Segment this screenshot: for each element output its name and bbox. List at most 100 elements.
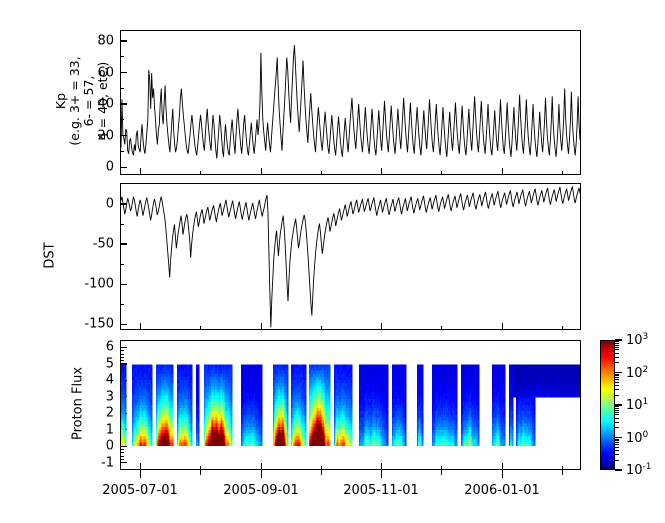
heatmap-cell — [245, 420, 247, 425]
heatmap-cell — [365, 392, 367, 397]
heatmap-cell — [344, 426, 346, 431]
heatmap-cell — [276, 383, 278, 388]
heatmap-cell — [189, 376, 191, 381]
heatmap-cell — [198, 386, 200, 391]
heatmap-cell — [318, 423, 320, 428]
heatmap-cell — [206, 423, 208, 428]
heatmap-cell — [344, 401, 346, 406]
heatmap-cell — [133, 405, 135, 409]
heatmap-cell — [143, 370, 145, 375]
heatmap-cell — [254, 411, 256, 416]
heatmap-cell — [252, 423, 254, 428]
heatmap-cell — [220, 376, 222, 381]
heatmap-cell — [214, 380, 216, 384]
heatmap-cell — [316, 405, 318, 409]
heatmap-cell — [164, 367, 166, 372]
heatmap-cell — [218, 433, 220, 437]
heatmap-cell — [294, 429, 296, 434]
heatmap-cell — [151, 392, 153, 397]
heatmap-cell — [159, 401, 161, 406]
heatmap-cell — [181, 376, 183, 381]
heatmap-cell — [278, 398, 280, 403]
heatmap-cell — [361, 364, 363, 369]
heatmap-cell — [160, 417, 162, 422]
heatmap-cell — [364, 398, 366, 403]
heatmap-cell — [210, 364, 212, 369]
heatmap-cell — [348, 373, 350, 378]
heatmap-cell — [252, 376, 254, 381]
heatmap-cell — [287, 433, 289, 437]
heatmap-cell — [221, 433, 223, 437]
heatmap-cell — [183, 433, 185, 437]
heatmap-cell — [253, 411, 255, 416]
heatmap-cell — [145, 442, 147, 447]
heatmap-cell — [350, 395, 352, 400]
heatmap-cell — [166, 433, 168, 437]
heatmap-cell — [231, 376, 233, 381]
heatmap-cell — [285, 376, 287, 381]
heatmap-cell — [324, 411, 326, 416]
heatmap-cell — [227, 417, 229, 422]
heatmap-cell — [244, 433, 246, 437]
heatmap-cell — [141, 426, 143, 431]
heatmap-cell — [336, 436, 338, 440]
heatmap-cell — [204, 414, 206, 419]
heatmap-cell — [277, 383, 279, 388]
heatmap-cell — [135, 395, 137, 400]
heatmap-cell — [146, 442, 148, 447]
heatmap-cell — [299, 383, 301, 388]
heatmap-cell — [341, 423, 343, 428]
heatmap-cell — [319, 436, 321, 440]
heatmap-cell — [257, 373, 259, 378]
heatmap-cell — [162, 395, 164, 400]
heatmap-cell — [291, 405, 293, 409]
heatmap-cell — [339, 392, 341, 397]
heatmap-cell — [139, 429, 141, 434]
heatmap-cell — [323, 383, 325, 388]
heatmap-cell — [359, 411, 361, 416]
heatmap-cell — [324, 401, 326, 406]
heatmap-cell — [297, 383, 299, 388]
heatmap-cell — [188, 439, 190, 444]
heatmap-cell — [241, 383, 243, 388]
xtick-outer — [502, 470, 504, 478]
heatmap-cell — [298, 423, 300, 428]
heatmap-cell — [226, 411, 228, 416]
heatmap-cell — [212, 367, 214, 372]
heatmap-cell — [231, 398, 233, 403]
heatmap-cell — [327, 380, 329, 384]
heatmap-cell — [165, 401, 167, 406]
heatmap-cell — [327, 367, 329, 372]
heatmap-cell — [347, 442, 349, 447]
heatmap-cell — [297, 395, 299, 400]
heatmap-cell — [274, 423, 276, 428]
heatmap-cell — [253, 423, 255, 428]
heatmap-cell — [136, 383, 138, 388]
heatmap-cell — [123, 439, 125, 444]
heatmap-cell — [251, 367, 253, 372]
heatmap-cell — [229, 442, 231, 447]
heatmap-cell — [143, 367, 145, 372]
heatmap-cell — [305, 405, 307, 409]
heatmap-cell — [324, 442, 326, 447]
ytick-label: 5 — [105, 356, 114, 372]
heatmap-cell — [190, 370, 192, 375]
heatmap-cell — [147, 383, 149, 388]
heatmap-cell — [351, 373, 353, 378]
heatmap-cell — [190, 429, 192, 434]
heatmap-cell — [365, 414, 367, 419]
heatmap-cell — [337, 398, 339, 403]
heatmap-cell — [191, 398, 193, 403]
heatmap-cell — [315, 417, 317, 422]
heatmap-cell — [179, 420, 181, 425]
heatmap-cell — [277, 429, 279, 434]
heatmap-cell — [209, 383, 211, 388]
heatmap-cell — [363, 364, 365, 369]
heatmap-cell — [348, 442, 350, 447]
heatmap-cell — [279, 423, 281, 428]
heatmap-cell — [217, 376, 219, 381]
heatmap-cell — [359, 401, 361, 406]
heatmap-cell — [172, 442, 174, 447]
heatmap-cell — [245, 395, 247, 400]
heatmap-cell — [228, 433, 230, 437]
